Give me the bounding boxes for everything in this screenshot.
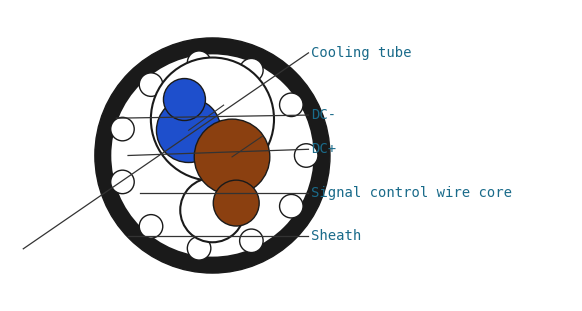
Circle shape [111,117,134,141]
Circle shape [180,178,244,242]
Circle shape [294,144,318,167]
Circle shape [194,119,270,195]
Circle shape [151,58,274,181]
Circle shape [187,51,211,74]
Circle shape [95,38,330,273]
Circle shape [279,93,303,117]
Circle shape [164,78,205,121]
Circle shape [240,229,263,253]
Circle shape [139,215,163,238]
Circle shape [111,170,134,194]
Circle shape [240,58,263,82]
Circle shape [139,73,163,96]
Text: Signal control wire core: Signal control wire core [311,186,513,200]
Circle shape [157,98,221,162]
Circle shape [279,194,303,218]
Text: DC+: DC+ [311,142,336,156]
Circle shape [110,53,315,258]
Text: Sheath: Sheath [311,229,361,244]
Text: Cooling tube: Cooling tube [311,46,412,60]
Circle shape [213,180,259,226]
Circle shape [187,237,211,260]
Text: DC-: DC- [311,108,336,122]
